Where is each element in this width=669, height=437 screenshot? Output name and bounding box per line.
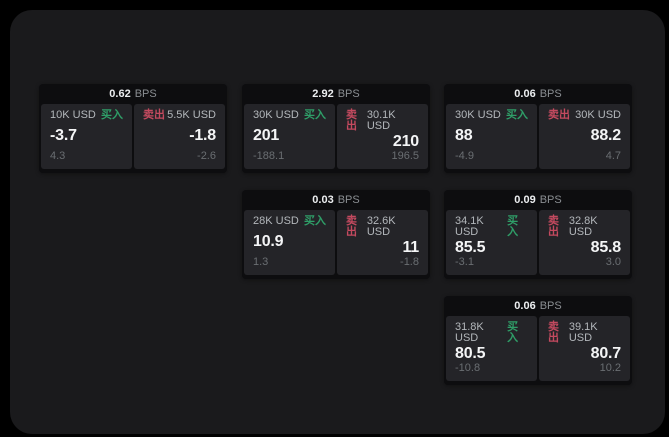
app-window: 0.62 BPS 10K USD 买入 -3.7 4.3 卖出 5.5K USD… [10, 10, 665, 434]
quote-card: 0.06 BPS 31.8K USD 买入 80.5 -10.8 卖出 39.1… [444, 296, 632, 385]
quote-body: 28K USD 买入 10.9 1.3 卖出 32.6K USD 11 -1.8 [242, 210, 430, 277]
sell-side-label: 卖出 [548, 215, 559, 238]
sell-side-label: 卖出 [548, 321, 559, 344]
quote-body: 31.8K USD 买入 80.5 -10.8 卖出 39.1K USD 80.… [444, 316, 632, 383]
sell-quote-tile[interactable]: 卖出 39.1K USD 80.7 10.2 [539, 316, 630, 381]
sell-side-label: 卖出 [346, 215, 357, 238]
buy-delta: 1.3 [253, 256, 269, 268]
buy-quote-tile[interactable]: 30K USD 买入 88 -4.9 [446, 104, 537, 169]
buy-side-label: 买入 [507, 215, 519, 238]
bps-unit: BPS [539, 193, 562, 206]
bps-unit: BPS [134, 87, 157, 100]
buy-amount: 28K USD [253, 215, 299, 227]
sell-delta: 196.5 [391, 150, 419, 162]
buy-price: 88 [455, 127, 473, 144]
sell-quote-tile[interactable]: 卖出 30K USD 88.2 4.7 [539, 104, 630, 169]
quote-body: 30K USD 买入 201 -188.1 卖出 30.1K USD 210 1… [242, 104, 430, 171]
buy-side-label: 买入 [304, 109, 326, 121]
bps-header: 0.03 BPS [242, 190, 430, 210]
quote-body: 10K USD 买入 -3.7 4.3 卖出 5.5K USD -1.8 -2.… [39, 104, 227, 171]
bps-unit: BPS [337, 87, 360, 100]
sell-amount: 39.1K USD [568, 321, 598, 344]
sell-amount: 30K USD [575, 109, 621, 121]
buy-quote-tile[interactable]: 10K USD 买入 -3.7 4.3 [41, 104, 132, 169]
sell-price: 80.7 [590, 344, 622, 362]
buy-quote-tile[interactable]: 30K USD 买入 201 -188.1 [244, 104, 335, 169]
sell-side-label: 卖出 [346, 109, 357, 132]
bps-value: 0.62 [109, 87, 131, 100]
buy-quote-tile[interactable]: 34.1K USD 买入 85.5 -3.1 [446, 210, 537, 275]
sell-delta: -2.6 [197, 150, 216, 162]
quote-card: 0.62 BPS 10K USD 买入 -3.7 4.3 卖出 5.5K USD… [39, 84, 227, 173]
buy-delta: -10.8 [455, 362, 481, 374]
sell-price: 85.8 [590, 238, 622, 256]
buy-amount: 34.1K USD [455, 215, 484, 238]
sell-price: 88.2 [590, 127, 622, 144]
buy-side-label: 买入 [304, 215, 326, 227]
sell-delta: 3.0 [605, 256, 621, 268]
buy-delta: -188.1 [253, 150, 285, 162]
bps-value: 0.09 [514, 193, 536, 206]
bps-header: 2.92 BPS [242, 84, 430, 104]
sell-quote-tile[interactable]: 卖出 32.8K USD 85.8 3.0 [539, 210, 630, 275]
bps-value: 0.06 [514, 299, 536, 312]
sell-side-label: 卖出 [143, 109, 165, 121]
buy-amount: 30K USD [455, 109, 501, 121]
buy-price: 10.9 [253, 233, 284, 250]
quote-card: 0.09 BPS 34.1K USD 买入 85.5 -3.1 卖出 32.8K… [444, 190, 632, 279]
bps-header: 0.62 BPS [39, 84, 227, 104]
sell-price: 11 [402, 238, 419, 256]
sell-price: 210 [392, 132, 419, 150]
bps-unit: BPS [337, 193, 360, 206]
quote-card: 0.03 BPS 28K USD 买入 10.9 1.3 卖出 32.6K US… [242, 190, 430, 279]
sell-amount: 32.6K USD [366, 215, 396, 238]
buy-side-label: 买入 [506, 109, 528, 121]
bps-header: 0.06 BPS [444, 296, 632, 316]
buy-side-label: 买入 [101, 109, 123, 121]
sell-delta: 10.2 [599, 362, 621, 374]
quote-body: 30K USD 买入 88 -4.9 卖出 30K USD 88.2 4.7 [444, 104, 632, 171]
buy-amount: 10K USD [50, 109, 96, 121]
sell-delta: -1.8 [400, 256, 419, 268]
bps-unit: BPS [539, 87, 562, 100]
bps-header: 0.09 BPS [444, 190, 632, 210]
buy-delta: 4.3 [50, 150, 66, 162]
buy-amount: 31.8K USD [455, 321, 484, 344]
sell-price: -1.8 [189, 127, 216, 144]
sell-amount: 30.1K USD [366, 109, 396, 132]
sell-amount: 5.5K USD [167, 109, 216, 121]
sell-delta: 4.7 [605, 150, 621, 162]
buy-delta: -3.1 [455, 256, 474, 268]
buy-price: 201 [253, 127, 280, 144]
quote-card: 2.92 BPS 30K USD 买入 201 -188.1 卖出 30.1K … [242, 84, 430, 173]
quote-card: 0.06 BPS 30K USD 买入 88 -4.9 卖出 30K USD 8… [444, 84, 632, 173]
quote-body: 34.1K USD 买入 85.5 -3.1 卖出 32.8K USD 85.8… [444, 210, 632, 277]
sell-quote-tile[interactable]: 卖出 30.1K USD 210 196.5 [337, 104, 428, 169]
bps-unit: BPS [539, 299, 562, 312]
bps-value: 0.03 [312, 193, 334, 206]
buy-amount: 30K USD [253, 109, 299, 121]
buy-price: 85.5 [455, 238, 486, 256]
buy-side-label: 买入 [507, 321, 519, 344]
buy-price: -3.7 [50, 127, 77, 144]
buy-quote-tile[interactable]: 28K USD 买入 10.9 1.3 [244, 210, 335, 275]
bps-header: 0.06 BPS [444, 84, 632, 104]
sell-amount: 32.8K USD [568, 215, 598, 238]
bps-value: 2.92 [312, 87, 334, 100]
buy-price: 80.5 [455, 344, 486, 362]
sell-quote-tile[interactable]: 卖出 32.6K USD 11 -1.8 [337, 210, 428, 275]
buy-delta: -4.9 [455, 150, 474, 162]
sell-quote-tile[interactable]: 卖出 5.5K USD -1.8 -2.6 [134, 104, 225, 169]
sell-side-label: 卖出 [548, 109, 570, 121]
buy-quote-tile[interactable]: 31.8K USD 买入 80.5 -10.8 [446, 316, 537, 381]
bps-value: 0.06 [514, 87, 536, 100]
